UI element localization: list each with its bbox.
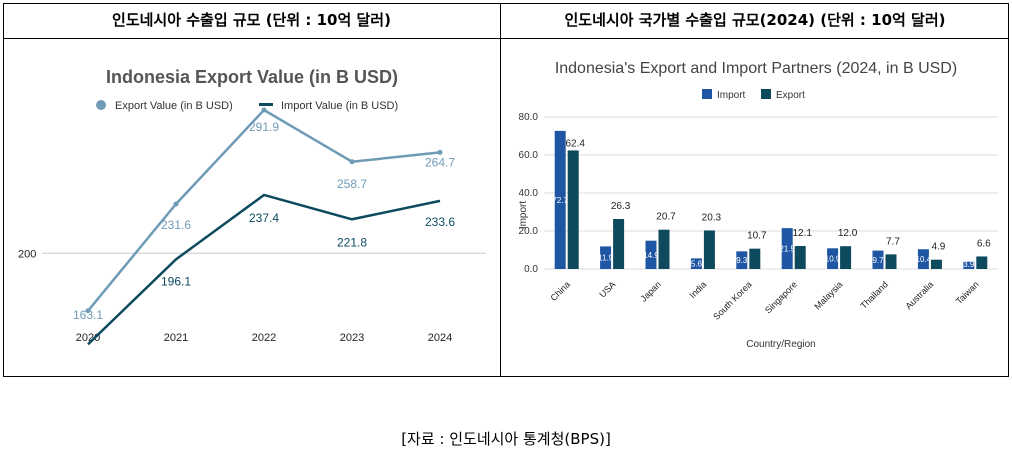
legend-marker-export — [761, 89, 771, 99]
legend-marker-import — [702, 89, 712, 99]
legend-label: Import — [717, 90, 746, 101]
import-data-label: 72.7 — [552, 196, 568, 205]
x-tick-label: 2021 — [164, 332, 188, 344]
import-data-label: 10.4 — [916, 255, 932, 264]
x-tick-label: Malaysia — [812, 279, 844, 311]
export-data-label: 6.6 — [977, 238, 991, 249]
import-bar — [781, 228, 793, 269]
x-tick-label: USA — [597, 279, 617, 299]
export-bar — [703, 230, 715, 269]
y-tick-label: 40.0 — [519, 188, 539, 199]
export-data-label: 12.1 — [792, 228, 812, 239]
export-bar — [658, 229, 670, 269]
chart-title: Indonesia Export Value (in B USD) — [106, 67, 398, 87]
import-data-label: 233.6 — [425, 215, 455, 229]
import-data-label: 21.5 — [779, 245, 795, 254]
import-data-label: 9.3 — [736, 256, 748, 265]
x-tick-label: Australia — [903, 279, 935, 311]
x-axis-label: Country/Region — [746, 339, 815, 350]
import-data-label: 11.9 — [598, 254, 614, 263]
left-panel-header: 인도네시아 수출입 규모 (단위 : 10억 달러) — [112, 11, 391, 29]
export-data-label: 4.9 — [931, 242, 945, 253]
export-data-label: 7.7 — [886, 236, 900, 247]
import-data-label: 10.9 — [825, 255, 841, 264]
partners-bar-chart: Indonesia's Export and Import Partners (… — [518, 60, 998, 350]
import-bar — [554, 130, 566, 269]
import-bar — [917, 249, 929, 269]
export-data-label: 62.4 — [565, 138, 585, 149]
import-data-label: 9.7 — [872, 256, 884, 265]
legend-marker-export — [96, 100, 106, 110]
table-frame — [3, 3, 1009, 377]
export-data-label: 20.3 — [702, 212, 722, 223]
y-tick-label: 200 — [18, 248, 36, 260]
x-tick-label: Singapore — [763, 279, 799, 315]
export-point — [261, 107, 267, 113]
import-bar — [600, 246, 612, 269]
y-tick-label: 20.0 — [519, 226, 539, 237]
import-data-label: 221.8 — [337, 235, 367, 249]
legend-label: Export Value (in B USD) — [115, 100, 233, 112]
import-bar — [736, 251, 748, 269]
x-tick-label: South Korea — [711, 279, 753, 321]
export-import-line-chart: Indonesia Export Value (in B USD) Export … — [18, 67, 486, 346]
source-note: [자료 : 인도네시아 통계청(BPS)] — [401, 430, 611, 448]
legend-label: Import Value (in B USD) — [281, 100, 398, 112]
x-tick-label: China — [548, 279, 572, 303]
export-data-label: 10.7 — [747, 231, 767, 242]
export-bar — [749, 248, 761, 269]
export-bar — [885, 254, 897, 269]
x-tick-label: 2022 — [252, 332, 276, 344]
right-panel-header: 인도네시아 국가별 수출입 규모(2024) (단위 : 10억 달러) — [564, 11, 946, 29]
export-bar — [567, 150, 579, 269]
import-bar — [827, 248, 839, 269]
export-bar — [613, 219, 625, 269]
export-bar — [976, 256, 988, 269]
import-bar — [872, 250, 884, 269]
export-point — [85, 308, 91, 314]
y-tick-label: 60.0 — [519, 150, 539, 161]
x-tick-label: 2023 — [340, 332, 364, 344]
import-data-label: 14.9 — [643, 251, 659, 260]
export-data-label: 264.7 — [425, 155, 455, 169]
export-bar — [840, 246, 852, 269]
export-data-label: 291.9 — [249, 120, 279, 134]
export-point — [173, 201, 179, 207]
y-axis-label: Import — [518, 201, 529, 230]
y-tick-label: 80.0 — [519, 112, 539, 123]
import-bar — [645, 240, 657, 269]
export-bar — [794, 246, 806, 269]
x-tick-label: 2020 — [76, 332, 100, 344]
import-data-label: 237.4 — [249, 211, 279, 225]
import-data-label: 3.9 — [963, 260, 975, 269]
panel-divider — [500, 3, 501, 377]
legend-marker-import — [259, 103, 273, 106]
export-data-label: 12.0 — [838, 228, 858, 239]
x-tick-label: Japan — [638, 279, 662, 303]
export-point — [437, 149, 443, 155]
import-data-label: 5.6 — [691, 260, 703, 269]
export-data-label: 26.3 — [611, 201, 631, 212]
header-divider — [3, 38, 1009, 39]
export-data-label: 163.1 — [73, 308, 103, 322]
y-tick-label: 0.0 — [524, 264, 538, 275]
import-data-label: 196.1 — [161, 274, 191, 288]
export-data-label: 20.7 — [656, 212, 676, 223]
import-line — [87, 193, 441, 346]
chart-title: Indonesia's Export and Import Partners (… — [555, 60, 957, 77]
x-tick-label: India — [687, 279, 708, 300]
x-tick-label: Taiwan — [954, 279, 981, 306]
export-point — [349, 159, 355, 165]
import-bar — [963, 261, 975, 269]
import-bar — [690, 258, 702, 269]
x-tick-label: 2024 — [428, 332, 452, 344]
legend-label: Export — [776, 90, 805, 101]
export-data-label: 258.7 — [337, 177, 367, 191]
export-bar — [930, 259, 942, 269]
x-tick-label: Thailand — [858, 279, 889, 310]
export-data-label: 231.6 — [161, 218, 191, 232]
